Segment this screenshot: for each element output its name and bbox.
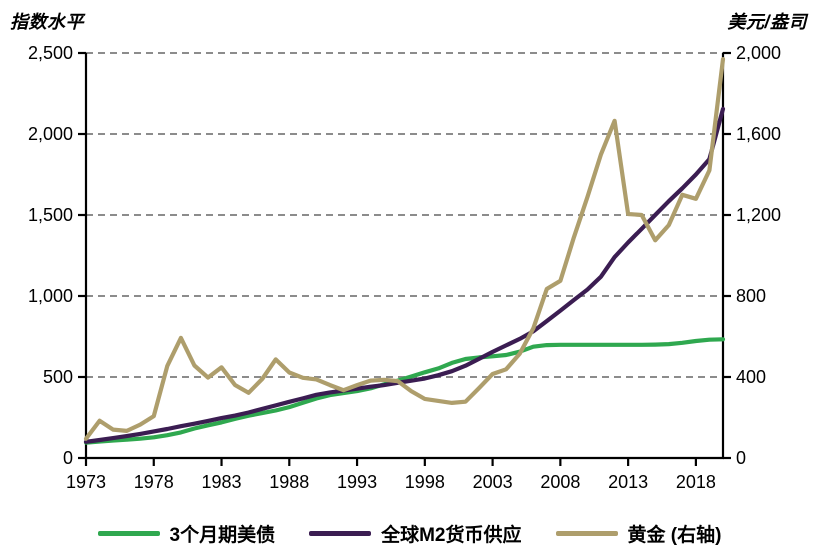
left-tick-label-0: 0 (63, 448, 73, 468)
x-tick-label-1983: 1983 (202, 472, 242, 492)
legend-item-treasury: 3个月期美债 (97, 520, 276, 547)
x-tick-label-1988: 1988 (269, 472, 309, 492)
right-tick-label-1200: 1,200 (736, 205, 781, 225)
x-tick-label-2013: 2013 (608, 472, 648, 492)
right-axis-title: 美元/盎司 (727, 12, 807, 32)
right-tick-label-0: 0 (736, 448, 746, 468)
chart-plot-area: 0 500 1,000 1,500 2,000 2,500 0 400 800 1,200 1,60… (28, 43, 781, 492)
left-tick-label-2000: 2,000 (28, 124, 73, 144)
m2-line-swatch (309, 531, 372, 536)
left-axis-title: 指数水平 (10, 12, 84, 32)
x-tick-label-2008: 2008 (540, 472, 580, 492)
series-line-1 (83, 106, 726, 444)
series-line-2 (83, 56, 726, 441)
left-tick-label-1000: 1,000 (28, 286, 73, 306)
chart-legend: 3个月期美债 全球M2货币供应 黄金 (右轴) (0, 520, 819, 547)
series-line-0 (83, 337, 726, 445)
legend-label-treasury: 3个月期美债 (169, 525, 276, 546)
right-tick-label-2000: 2,000 (736, 43, 781, 63)
x-tick-label-2003: 2003 (473, 472, 513, 492)
x-tick-label-2018: 2018 (676, 472, 716, 492)
x-tick-label-1973: 1973 (66, 472, 106, 492)
right-tick-label-800: 800 (736, 286, 766, 306)
legend-label-m2: 全球M2货币供应 (381, 525, 522, 546)
x-tick-label-1978: 1978 (134, 472, 174, 492)
legend-label-gold: 黄金 (右轴) (627, 525, 722, 546)
legend-item-m2: 全球M2货币供应 (309, 520, 522, 547)
x-tick-label-1998: 1998 (405, 472, 445, 492)
legend-item-gold: 黄金 (右轴) (555, 520, 722, 547)
x-tick-label-1993: 1993 (337, 472, 377, 492)
left-tick-label-1500: 1,500 (28, 205, 73, 225)
left-tick-label-500: 500 (43, 367, 73, 387)
right-tick-label-1600: 1,600 (736, 124, 781, 144)
left-tick-label-2500: 2,500 (28, 43, 73, 63)
treasury-line-swatch (97, 531, 160, 536)
right-tick-label-400: 400 (736, 367, 766, 387)
gold-line-swatch (555, 531, 618, 536)
